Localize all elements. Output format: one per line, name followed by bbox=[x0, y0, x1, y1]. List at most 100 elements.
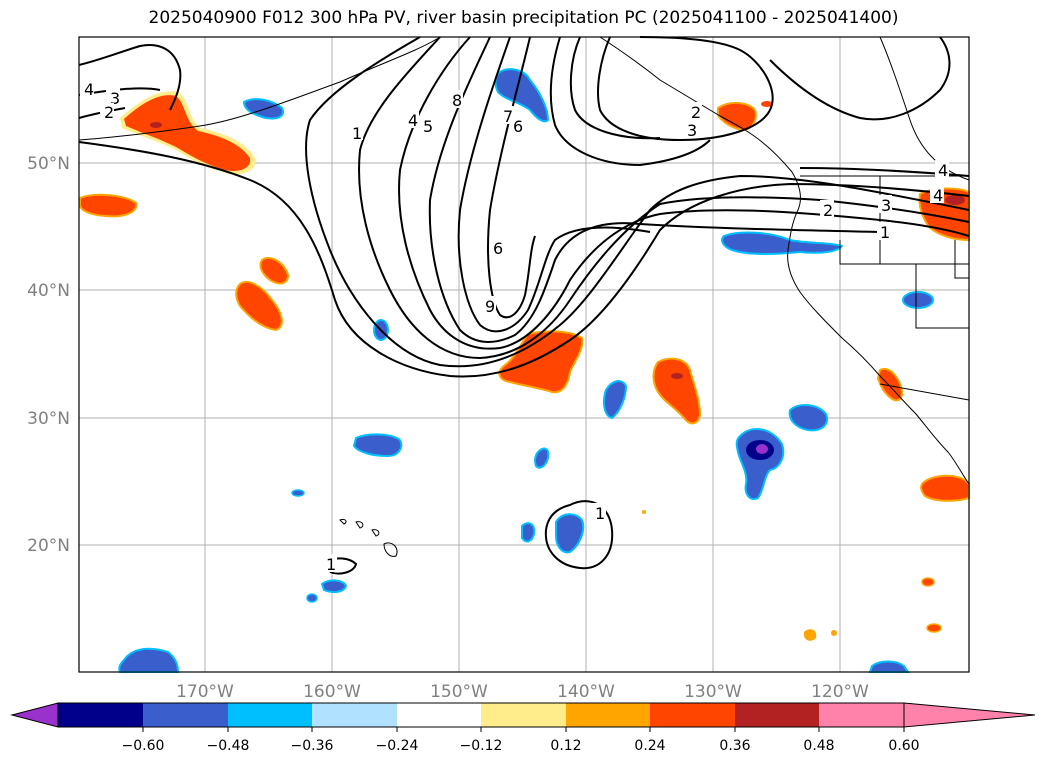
lon-label: 150°W bbox=[430, 682, 488, 702]
colorbar-label: −0.60 bbox=[122, 738, 165, 754]
lat-tick-labels: 50°N 40°N 30°N 20°N bbox=[27, 154, 70, 556]
precip-region bbox=[671, 373, 683, 379]
lon-label: 160°W bbox=[303, 682, 361, 702]
precip-region bbox=[642, 510, 646, 514]
pv-label: 2 bbox=[691, 103, 701, 122]
precip-region bbox=[804, 629, 817, 641]
pv-contour bbox=[769, 36, 951, 121]
precip-region bbox=[533, 447, 550, 469]
lat-label: 30°N bbox=[27, 409, 70, 429]
pv-label: 8 bbox=[452, 91, 462, 110]
pv-label: 1 bbox=[880, 223, 890, 242]
hawaii-island bbox=[383, 542, 398, 557]
state-border bbox=[839, 240, 969, 265]
lat-label: 20°N bbox=[27, 536, 70, 556]
colorbar-label: 0.12 bbox=[550, 738, 581, 754]
colorbar-label: −0.36 bbox=[291, 738, 334, 754]
precip-region bbox=[945, 195, 965, 205]
pv-contour bbox=[305, 36, 970, 368]
hawaii-island bbox=[339, 519, 347, 525]
precip-region bbox=[150, 122, 162, 128]
colorbar-segment bbox=[735, 703, 819, 727]
pv-contour bbox=[428, 36, 881, 343]
pv-label: 3 bbox=[687, 121, 697, 140]
precip-region bbox=[494, 68, 550, 123]
precip-region bbox=[306, 593, 318, 603]
precip-region bbox=[603, 380, 628, 420]
pv-contour bbox=[799, 167, 970, 177]
precip-region bbox=[652, 357, 702, 425]
lon-label: 140°W bbox=[557, 682, 615, 702]
pv-label: 2 bbox=[104, 103, 114, 122]
precip-region bbox=[79, 193, 138, 218]
pv-contour bbox=[597, 36, 774, 142]
pv-label: 5 bbox=[423, 117, 433, 136]
state-border bbox=[915, 264, 969, 329]
colorbar-label: −0.12 bbox=[460, 738, 503, 754]
pv-contour-labels: 4 3 2 1 4 5 8 7 6 9 6 3 2 4 2 3 1 4 1 bbox=[80, 80, 949, 574]
precip-region bbox=[555, 513, 585, 554]
colorbar-segment bbox=[566, 703, 650, 727]
precip-region bbox=[291, 489, 305, 497]
colorbar-extend-right bbox=[903, 702, 1036, 728]
precip-region bbox=[831, 630, 837, 636]
colorbar-extend-left bbox=[10, 702, 59, 728]
colorbar-segment bbox=[58, 703, 143, 727]
pv-label: 3 bbox=[881, 196, 891, 215]
colorbar-label: 0.48 bbox=[803, 738, 834, 754]
pv-label: 6 bbox=[513, 117, 523, 136]
colorbar-tick-labels: −0.60 −0.48 −0.36 −0.24 −0.12 0.12 0.24 … bbox=[122, 738, 920, 754]
pv-label: 4 bbox=[933, 186, 943, 205]
pv-label: 1 bbox=[326, 555, 336, 574]
precip-region bbox=[242, 98, 284, 120]
pv-label: 4 bbox=[408, 111, 418, 130]
pv-label: 7 bbox=[503, 107, 513, 126]
map-frame bbox=[78, 36, 970, 673]
colorbar-segment bbox=[819, 703, 904, 727]
lon-label: 120°W bbox=[811, 682, 869, 702]
state-border bbox=[954, 240, 969, 279]
border-us-mexico bbox=[879, 383, 970, 401]
colorbar-label: 0.24 bbox=[634, 738, 665, 754]
precip-region bbox=[868, 660, 910, 673]
precip-region bbox=[902, 291, 934, 309]
precip-region bbox=[235, 281, 283, 332]
precip-region bbox=[118, 647, 180, 673]
pv-label: 3 bbox=[110, 89, 120, 108]
colorbar-segment bbox=[143, 703, 228, 727]
pv-contour bbox=[78, 141, 970, 378]
colorbar-segment bbox=[650, 703, 735, 727]
precip-region bbox=[761, 101, 773, 107]
pv-label: 2 bbox=[823, 201, 833, 220]
hawaii-island bbox=[355, 521, 364, 529]
pv-label: 6 bbox=[493, 239, 503, 258]
precip-region bbox=[352, 433, 403, 458]
colorbar-segment bbox=[312, 703, 397, 727]
pv-contour bbox=[549, 36, 711, 167]
colorbar-ticks bbox=[142, 727, 905, 732]
colorbar-segment bbox=[397, 703, 481, 727]
lat-label: 40°N bbox=[27, 281, 70, 301]
pv-label: 4 bbox=[84, 80, 94, 99]
lon-label: 130°W bbox=[684, 682, 742, 702]
precip-region bbox=[721, 231, 844, 255]
map-title: 2025040900 F012 300 hPa PV, river basin … bbox=[148, 8, 899, 28]
coastline-aleutians bbox=[78, 36, 441, 141]
lat-label: 50°N bbox=[27, 154, 70, 174]
precip-region bbox=[320, 579, 348, 594]
precip-region bbox=[259, 256, 290, 285]
colorbar-segment bbox=[228, 703, 312, 727]
pv-contour bbox=[569, 36, 661, 140]
precip-region bbox=[124, 95, 251, 171]
pv-label: 1 bbox=[595, 504, 605, 523]
precip-negative-shading bbox=[118, 68, 934, 673]
pv-contour bbox=[358, 36, 970, 360]
colorbar-segment bbox=[481, 703, 566, 727]
colorbar-label: 0.60 bbox=[888, 738, 919, 754]
pv-label: 9 bbox=[485, 297, 495, 316]
precip-region bbox=[521, 522, 536, 543]
lon-tick-labels: 170°W 160°W 150°W 140°W 130°W 120°W bbox=[176, 682, 869, 702]
colorbar: −0.60 −0.48 −0.36 −0.24 −0.12 0.12 0.24 … bbox=[10, 702, 1036, 754]
pv-label: 1 bbox=[352, 124, 362, 143]
